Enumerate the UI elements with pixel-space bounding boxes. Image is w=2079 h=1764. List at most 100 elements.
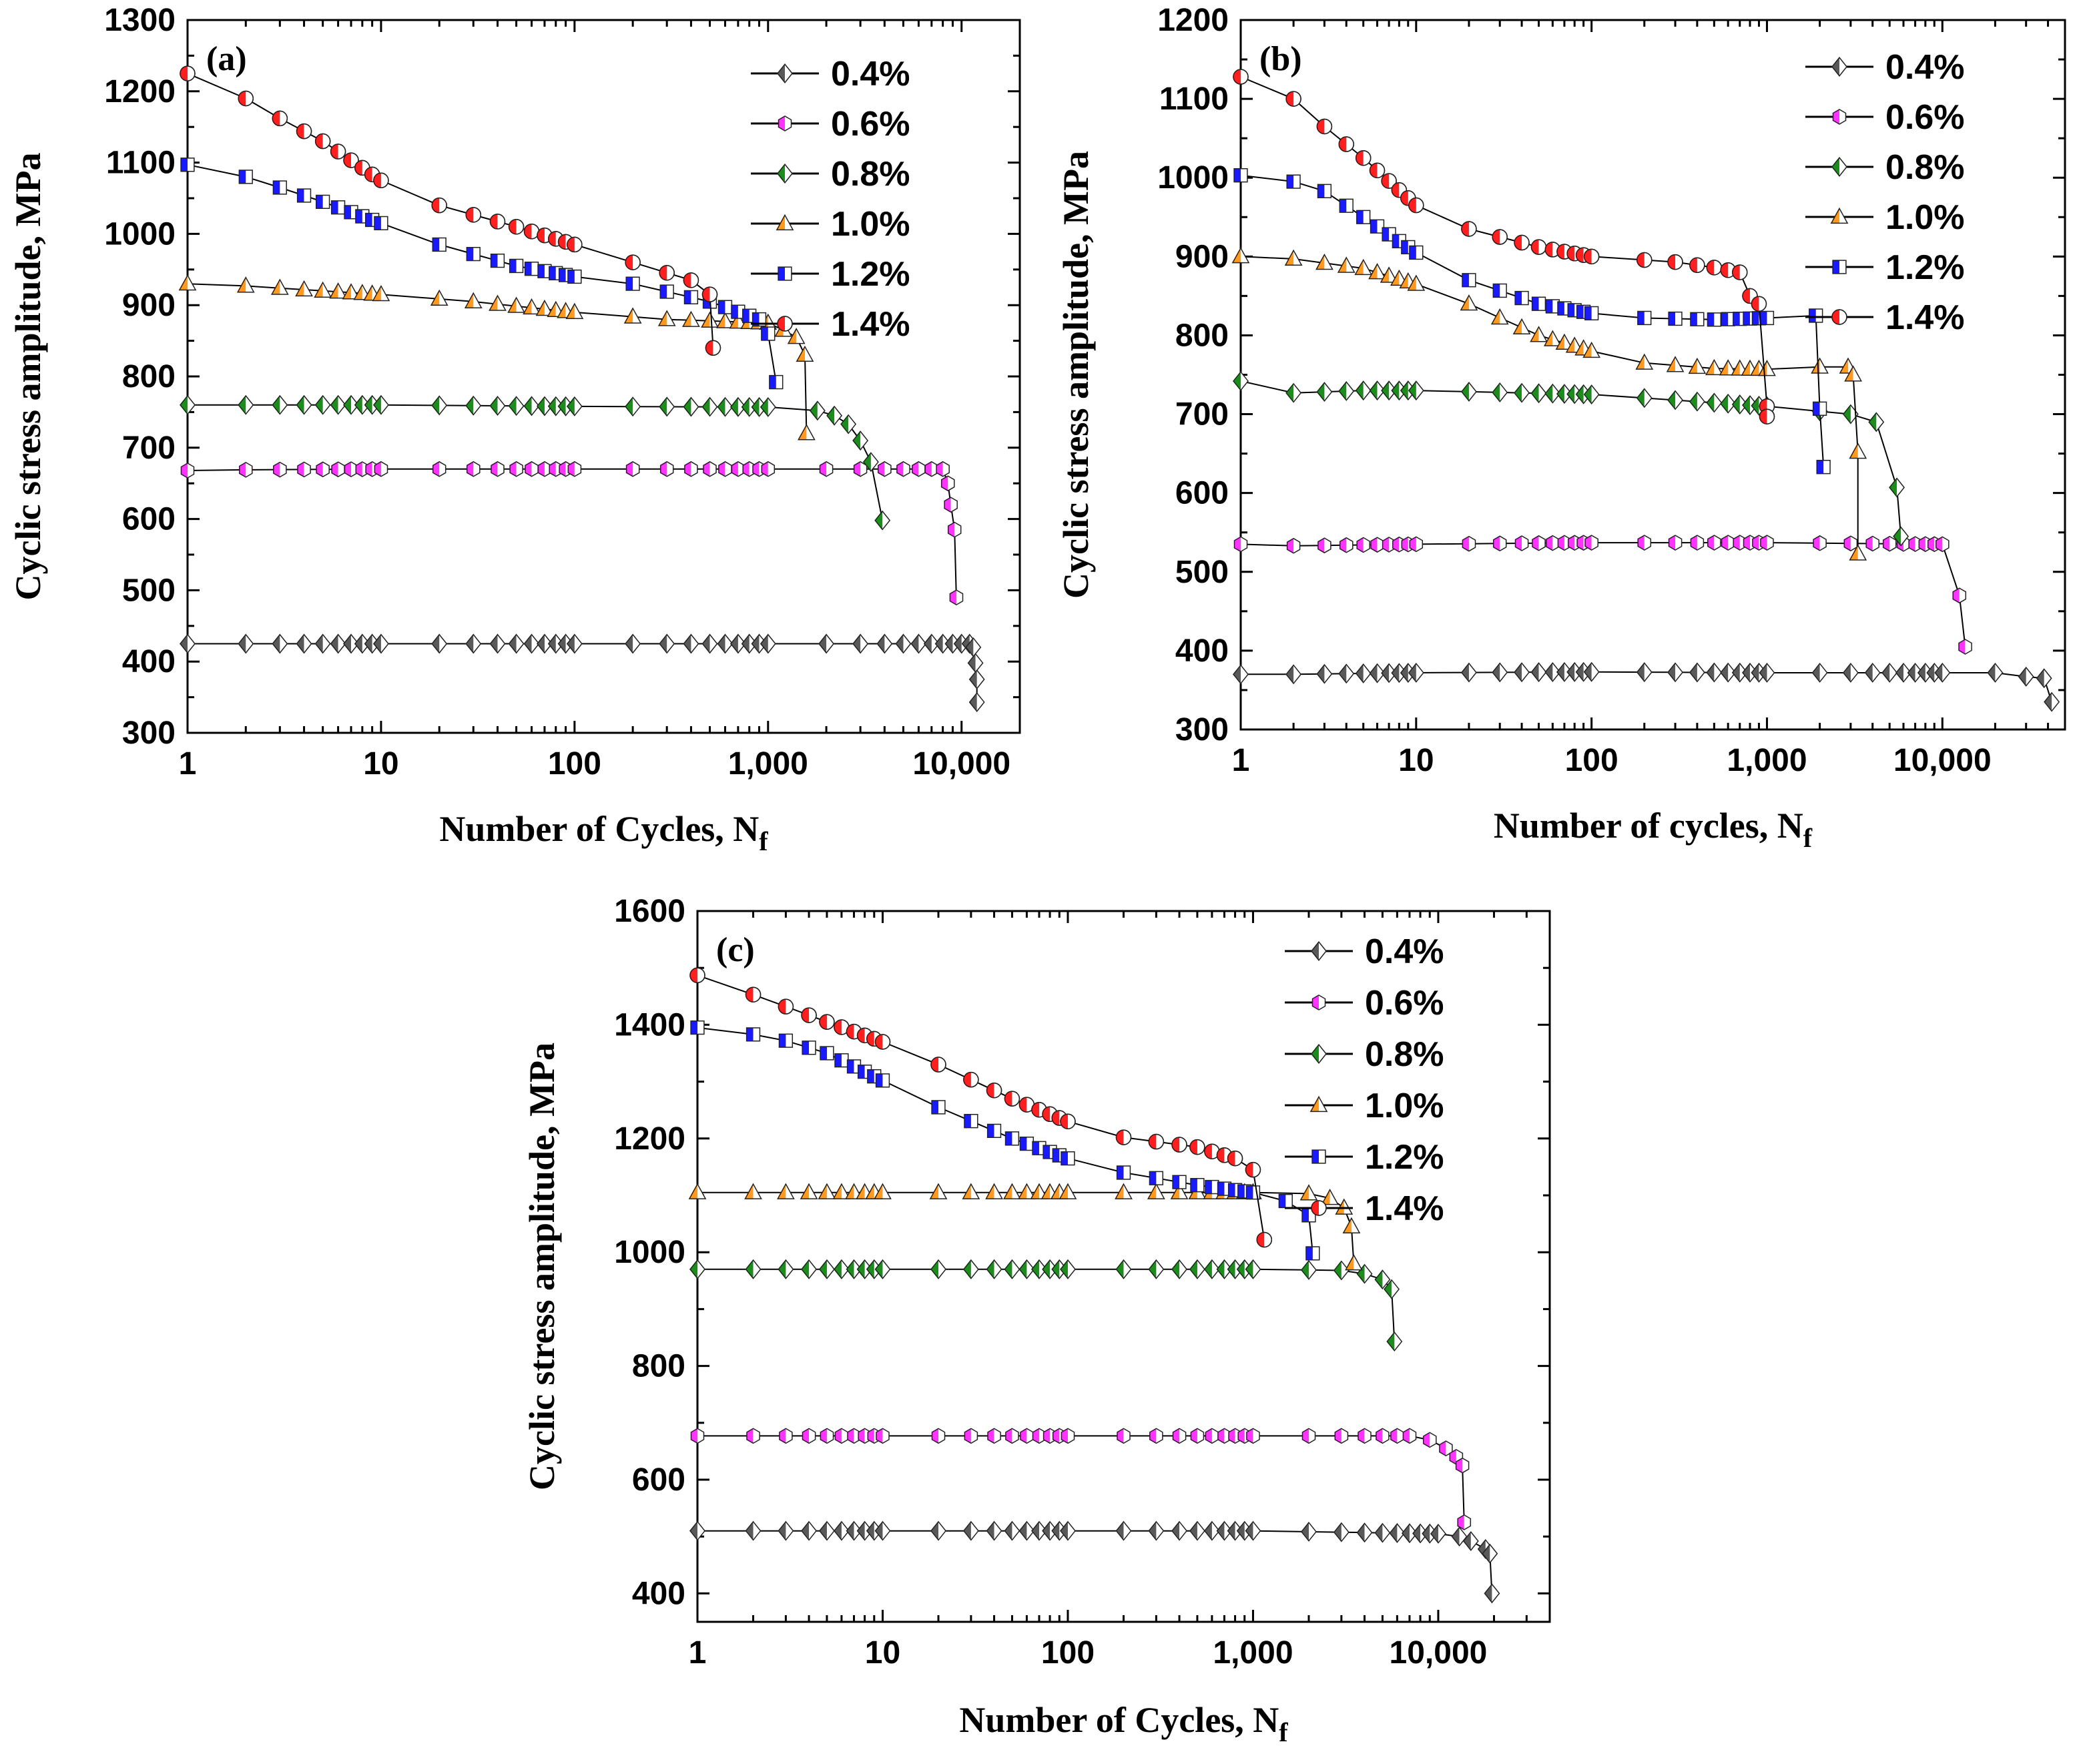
data-point (314, 281, 332, 298)
data-point (1583, 661, 1600, 682)
data-point (929, 1183, 948, 1199)
data-point (536, 396, 553, 416)
data-point (1031, 1520, 1047, 1541)
data-point (1370, 537, 1384, 553)
data-point (330, 633, 346, 654)
data-point (1492, 382, 1508, 402)
data-point (1706, 392, 1723, 413)
legend-marker (1311, 941, 1327, 961)
data-point (537, 264, 552, 278)
data-point (547, 633, 564, 654)
data-point (895, 633, 912, 654)
data-point (1688, 357, 1707, 374)
data-point (625, 396, 641, 417)
y-tick-label: 1100 (1159, 81, 1229, 117)
data-point (374, 461, 388, 477)
data-point (296, 394, 312, 415)
data-point (1004, 1131, 1020, 1146)
data-point (1172, 1175, 1187, 1189)
data-point (1171, 1259, 1187, 1279)
data-point (508, 218, 525, 235)
data-point (178, 274, 197, 291)
legend-item: 0.8% (1285, 1035, 1444, 1074)
data-point (1317, 184, 1332, 198)
data-point (344, 205, 358, 220)
legend-marker (776, 214, 794, 231)
data-point (180, 633, 196, 654)
legend-item: 1.0% (751, 205, 910, 244)
data-point (1668, 311, 1683, 326)
data-point (567, 461, 582, 477)
data-point (1356, 1522, 1373, 1543)
data-point (1233, 370, 1249, 391)
data-point (2044, 691, 2060, 712)
data-point (705, 340, 721, 356)
data-point (1019, 1136, 1034, 1151)
data-point (1060, 1520, 1076, 1541)
data-point (1462, 1531, 1479, 1551)
y-tick-label: 700 (122, 430, 176, 466)
data-point (659, 264, 675, 281)
data-point (718, 461, 732, 477)
data-point (565, 302, 584, 319)
series-0-8pct (1233, 370, 1909, 547)
data-point (968, 692, 985, 713)
y-tick-label: 400 (1175, 633, 1229, 669)
data-point (847, 1428, 861, 1444)
data-point (1908, 536, 1922, 552)
data-point (963, 1071, 979, 1088)
data-point (1356, 537, 1370, 553)
data-point (874, 1183, 892, 1199)
data-point (761, 326, 776, 341)
y-tick-label: 1000 (1157, 160, 1229, 196)
data-point (1246, 1428, 1260, 1444)
data-point (834, 1053, 849, 1068)
data-point (798, 424, 816, 440)
data-point (466, 246, 481, 262)
data-point (876, 1428, 890, 1444)
data-point (1216, 1259, 1233, 1279)
data-point (1407, 274, 1426, 291)
data-point (1865, 535, 1879, 552)
data-point (1171, 1137, 1187, 1153)
data-point (465, 207, 482, 223)
data-point (1667, 254, 1683, 270)
data-point (1952, 587, 1967, 604)
legend-item: 0.4% (1805, 48, 1965, 87)
data-point (1286, 174, 1301, 189)
legend-marker (1311, 1200, 1327, 1216)
legend-marker (1830, 207, 1849, 224)
legend-item: 0.6% (1805, 98, 1965, 137)
data-point (524, 262, 539, 276)
data-point (683, 272, 699, 288)
data-point (1390, 1428, 1404, 1444)
data-point (1637, 535, 1652, 551)
x-tick-label: 10,000 (1893, 743, 1992, 778)
data-point (878, 461, 892, 477)
series-1-4pct (689, 967, 1273, 1248)
data-point (1389, 1523, 1406, 1543)
data-point (852, 430, 869, 451)
y-tick-label: 900 (122, 288, 176, 323)
data-point (1759, 663, 1775, 683)
data-point (1461, 221, 1477, 237)
data-point (314, 133, 331, 150)
data-point (819, 1014, 835, 1030)
data-point (1707, 312, 1721, 327)
data-point (1333, 1522, 1350, 1542)
data-point (1733, 535, 1747, 551)
data-point (1284, 249, 1303, 266)
data-point (1514, 382, 1530, 403)
data-point (967, 653, 984, 673)
data-point (1301, 1259, 1317, 1280)
data-point (330, 394, 346, 415)
data-point (1339, 537, 1354, 553)
legend-item: 1.2% (1285, 1138, 1444, 1177)
data-point (1148, 1259, 1165, 1279)
data-point (1020, 1428, 1034, 1444)
data-point (862, 452, 879, 473)
data-point (659, 284, 674, 299)
legend-marker (1832, 260, 1847, 274)
panel-c: 1 10 100 1,000 10,000 400 600 800 1000 1200 1400 16… (522, 894, 1551, 1747)
data-point (1462, 273, 1476, 288)
